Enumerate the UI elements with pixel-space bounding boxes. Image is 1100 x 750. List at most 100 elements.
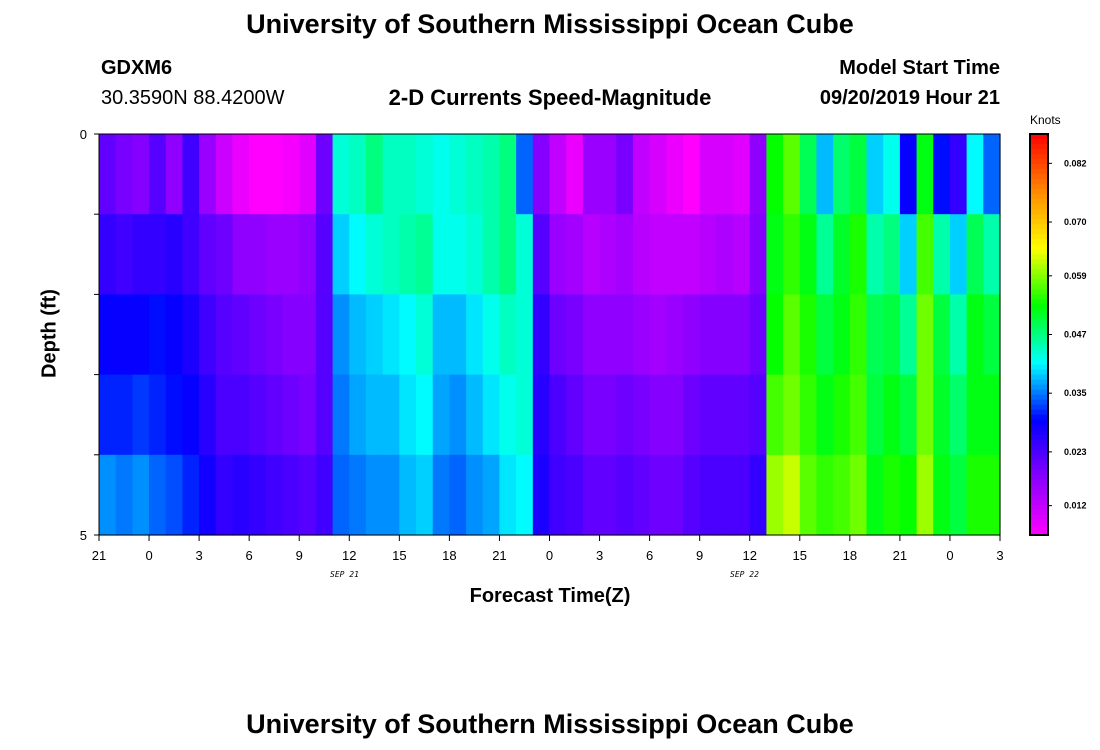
heatmap-cell [816, 134, 834, 215]
heatmap-cell [165, 134, 184, 215]
heatmap-cell [899, 374, 918, 456]
heatmap-cell [449, 374, 467, 456]
heatmap-cell [265, 294, 284, 376]
heatmap-cell [933, 374, 951, 456]
heatmap-cell [449, 454, 467, 536]
colorbar-segment [1030, 259, 1048, 265]
heatmap-cell [883, 374, 901, 456]
heatmap-cell [132, 294, 150, 376]
heatmap-cell [949, 214, 968, 295]
colorbar-segment [1030, 194, 1048, 200]
heatmap-cell [416, 134, 434, 215]
colorbar-segment [1030, 149, 1048, 155]
heatmap-cell [315, 134, 334, 215]
heatmap-cell [132, 454, 150, 536]
heatmap-cell [215, 214, 234, 295]
colorbar-segment [1030, 434, 1048, 441]
heatmap-cell [599, 134, 617, 215]
colorbar-segment [1030, 384, 1048, 391]
heatmap-cell [599, 294, 617, 376]
model-start-label: Model Start Time [839, 57, 1000, 79]
x-tick-label: 0 [546, 548, 553, 563]
heatmap-cell [616, 134, 634, 215]
heatmap-cell [482, 214, 501, 295]
heatmap-cell [849, 374, 868, 456]
x-tick-label: 15 [793, 548, 807, 563]
heatmap-cell [749, 454, 768, 536]
heatmap-cell [499, 454, 517, 536]
heatmap-cell [682, 214, 701, 295]
heatmap-cell [315, 294, 334, 376]
heatmap-cell [949, 374, 968, 456]
heatmap-cell [199, 294, 217, 376]
heatmap-cell [866, 134, 884, 215]
heatmap-cell [365, 454, 384, 536]
colorbar-segment [1030, 424, 1048, 431]
heatmap-cell [632, 374, 651, 456]
x-tick-label: 12 [742, 548, 756, 563]
colorbar-segment [1030, 219, 1048, 225]
colorbar-segment [1030, 199, 1048, 205]
colorbar-segment [1030, 284, 1048, 290]
colorbar-tick-label: 0.012 [1064, 501, 1087, 511]
heatmap-cell [399, 374, 417, 456]
heatmap-cell [416, 214, 434, 295]
heatmap-cell [833, 214, 851, 295]
heatmap-cell [466, 134, 484, 215]
heatmap-cell [883, 134, 901, 215]
colorbar-segment [1030, 254, 1048, 260]
colorbar-segment [1030, 344, 1048, 351]
colorbar-segment [1030, 369, 1048, 376]
heatmap-cell [449, 294, 467, 376]
heatmap-cell [866, 454, 884, 536]
colorbar-segment [1030, 444, 1048, 451]
heatmap-cell [966, 294, 984, 376]
heatmap-cell [799, 374, 818, 456]
heatmap-cell [99, 214, 117, 295]
heatmap-cell [933, 134, 951, 215]
colorbar-segment [1030, 189, 1048, 195]
colorbar-segment [1030, 304, 1048, 311]
heatmap-cell [549, 134, 567, 215]
heatmap-cell [449, 214, 467, 295]
colorbar-segment [1030, 349, 1048, 356]
x-tick-label: 3 [596, 548, 603, 563]
heatmap-cell [699, 294, 717, 376]
heatmap-cell [749, 374, 768, 456]
heatmap-cell [115, 294, 133, 376]
y-axis-label: Depth (ft) [38, 289, 61, 378]
colorbar-segment [1030, 334, 1048, 341]
x-tick-label: 9 [296, 548, 303, 563]
heatmap-cell [716, 454, 734, 536]
heatmap-cell [749, 214, 768, 295]
heatmap-cell [833, 374, 851, 456]
heatmap-cell [215, 454, 234, 536]
heatmap-cell [215, 294, 234, 376]
heatmap-cell [866, 214, 884, 295]
x-tick-label: 18 [843, 548, 857, 563]
heatmap-cell [466, 294, 484, 376]
heatmap-cell [933, 294, 951, 376]
heatmap-cell [432, 214, 450, 295]
colorbar-segment [1030, 279, 1048, 285]
heatmap-cell [766, 454, 784, 536]
heatmap-cell [666, 374, 684, 456]
heatmap-cell [566, 214, 584, 295]
heatmap-cell [115, 374, 133, 456]
colorbar-segment [1030, 359, 1048, 366]
heatmap-cell [249, 454, 267, 536]
colorbar-segment [1030, 174, 1048, 180]
heatmap-cells [99, 134, 1001, 536]
heatmap-cell [849, 134, 868, 215]
x-tick-label: 0 [946, 548, 953, 563]
x-tick-label: 21 [492, 548, 506, 563]
colorbar-segment [1030, 464, 1048, 471]
heatmap-cell [249, 294, 267, 376]
colorbar-segment [1030, 184, 1048, 190]
heatmap-cell [149, 294, 167, 376]
heatmap-cell [532, 214, 551, 295]
heatmap-cell [315, 454, 334, 536]
heatmap-cell [182, 214, 200, 295]
heatmap-cell [432, 374, 450, 456]
heatmap-cell [666, 214, 684, 295]
